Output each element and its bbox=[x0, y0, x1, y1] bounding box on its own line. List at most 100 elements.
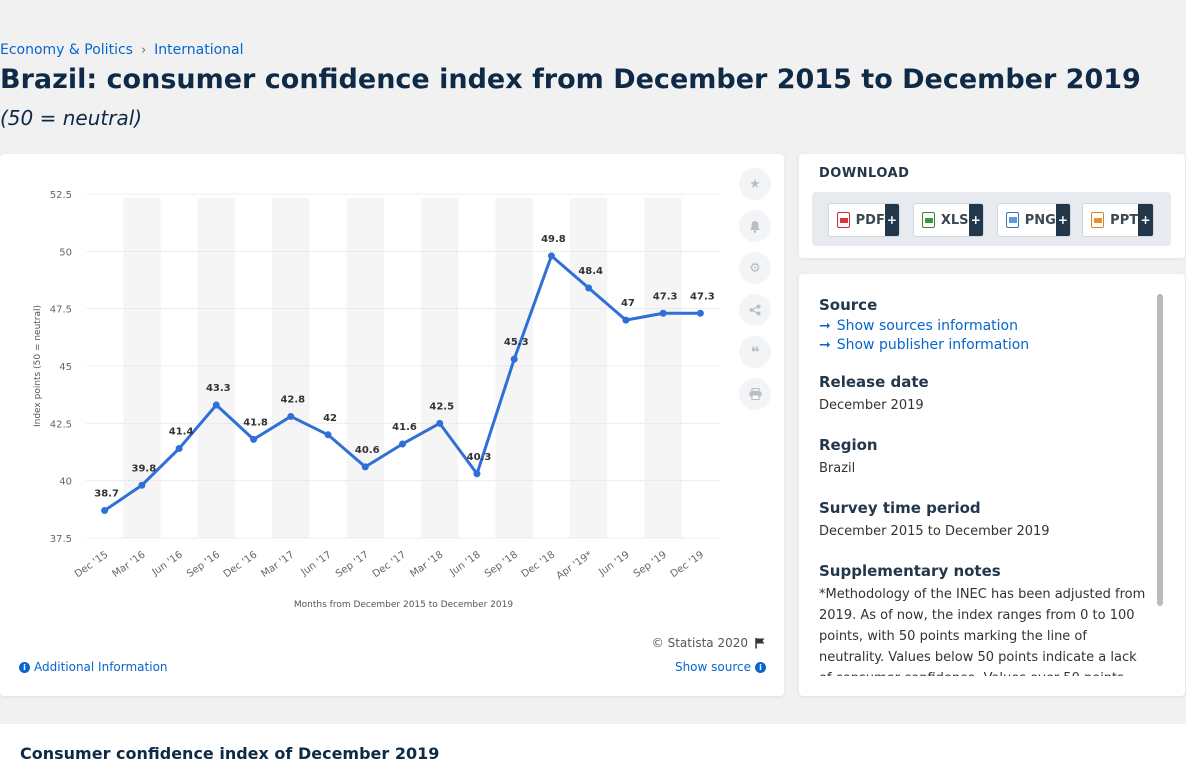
page-title: Brazil: consumer confidence index from D… bbox=[0, 64, 1141, 95]
x-tick-label: Jun '18 bbox=[447, 549, 482, 578]
data-label: 42.5 bbox=[429, 401, 454, 412]
bottom-card: Consumer confidence index of December 20… bbox=[0, 724, 1186, 784]
column-band bbox=[346, 198, 384, 538]
bottom-section-title: Consumer confidence index of December 20… bbox=[20, 744, 440, 763]
settings-gear-icon[interactable]: ⚙ bbox=[739, 252, 771, 284]
column-band bbox=[421, 198, 459, 538]
x-tick-label: Dec '15 bbox=[73, 549, 110, 580]
x-tick-label: Jun '17 bbox=[299, 549, 334, 578]
data-point bbox=[324, 431, 332, 439]
data-point bbox=[547, 252, 555, 260]
chart-tools: ★ ⚙ ❝ bbox=[739, 168, 771, 410]
x-tick-label: Sep '18 bbox=[483, 549, 520, 580]
column-band bbox=[272, 198, 310, 538]
data-label: 42.8 bbox=[280, 394, 305, 405]
data-point bbox=[250, 435, 258, 443]
y-tick-label: 42.5 bbox=[50, 419, 72, 430]
breadcrumb-economy-link[interactable]: Economy & Politics bbox=[0, 42, 133, 58]
show-source-label: Show source bbox=[674, 660, 751, 674]
data-point bbox=[473, 470, 481, 478]
pdf-label: PDF bbox=[855, 212, 885, 228]
x-tick-label: Dec '16 bbox=[222, 549, 259, 580]
info-circle-icon: i bbox=[19, 661, 30, 673]
notification-bell-icon[interactable] bbox=[739, 210, 771, 242]
y-tick-label: 40 bbox=[59, 477, 72, 488]
flag-icon[interactable] bbox=[754, 637, 766, 649]
download-png-button[interactable]: PNG + bbox=[997, 203, 1071, 237]
x-tick-label: Jun '16 bbox=[150, 549, 185, 578]
download-card: DOWNLOAD PDF + XLS + PNG + PPT + bbox=[799, 154, 1185, 258]
additional-information-label: Additional Information bbox=[34, 660, 168, 674]
y-tick-label: 45 bbox=[59, 362, 72, 373]
download-ppt-button[interactable]: PPT + bbox=[1082, 203, 1154, 237]
png-plus[interactable]: + bbox=[1055, 204, 1070, 236]
ppt-plus[interactable]: + bbox=[1138, 204, 1153, 236]
ppt-label: PPT bbox=[1110, 212, 1139, 228]
breadcrumb-international-link[interactable]: International bbox=[154, 42, 244, 58]
x-tick-label: Mar '18 bbox=[408, 549, 445, 580]
data-point bbox=[696, 309, 704, 317]
data-point bbox=[436, 419, 444, 427]
y-tick-label: 47.5 bbox=[50, 305, 72, 316]
x-tick-label: Dec '19 bbox=[669, 549, 706, 580]
copyright-text: © Statista 2020 bbox=[651, 636, 748, 650]
pdf-file-icon bbox=[837, 212, 850, 228]
release-date-value: December 2019 bbox=[819, 398, 924, 413]
y-axis-label: Index points (50 = neutral) bbox=[33, 305, 43, 427]
data-point bbox=[175, 445, 183, 453]
data-label: 41.6 bbox=[392, 422, 417, 433]
x-tick-label: Sep '17 bbox=[334, 549, 371, 580]
metadata-scroll-area: Source ➞ Show sources information ➞ Show… bbox=[819, 296, 1149, 676]
copyright-notice: © Statista 2020 bbox=[652, 636, 766, 650]
info-circle-icon: i bbox=[755, 661, 766, 673]
data-label: 49.8 bbox=[541, 234, 566, 245]
show-publisher-label: Show publisher information bbox=[836, 337, 1030, 353]
data-point bbox=[622, 316, 630, 324]
data-label: 47.3 bbox=[690, 291, 715, 302]
y-tick-label: 50 bbox=[59, 247, 72, 258]
supplementary-notes-heading: Supplementary notes bbox=[819, 562, 1001, 580]
favorite-star-icon[interactable]: ★ bbox=[739, 168, 771, 200]
y-tick-label: 37.5 bbox=[50, 534, 72, 545]
survey-period-heading: Survey time period bbox=[819, 499, 981, 517]
xls-label: XLS bbox=[940, 212, 969, 228]
chart-card: 37.5 40 42.5 45 47.5 50 52.5 Index points (50 =… bbox=[0, 154, 784, 696]
show-publisher-link[interactable]: ➞ Show publisher information bbox=[819, 337, 1149, 353]
ppt-file-icon bbox=[1091, 212, 1105, 228]
print-icon[interactable] bbox=[739, 378, 771, 410]
data-label: 47.3 bbox=[653, 291, 678, 302]
chart-svg: 37.5 40 42.5 45 47.5 50 52.5 Index points (50 =… bbox=[33, 190, 719, 610]
x-tick-label: Sep '19 bbox=[632, 549, 669, 580]
x-tick-label: Apr '19* bbox=[555, 549, 595, 582]
breadcrumb: Economy & Politics › International bbox=[0, 42, 244, 58]
page-subtitle: (50 = neutral) bbox=[0, 106, 143, 130]
data-point bbox=[101, 506, 109, 514]
citation-quote-icon[interactable]: ❝ bbox=[739, 336, 771, 368]
column-band bbox=[570, 198, 608, 538]
data-point bbox=[287, 412, 295, 420]
png-image-icon bbox=[1006, 212, 1019, 228]
data-label: 39.8 bbox=[132, 463, 157, 474]
data-point bbox=[138, 481, 146, 489]
region-heading: Region bbox=[819, 436, 878, 454]
data-label: 41.4 bbox=[169, 427, 194, 438]
data-point bbox=[212, 401, 220, 409]
metadata-card: Source ➞ Show sources information ➞ Show… bbox=[799, 274, 1185, 696]
xls-plus[interactable]: + bbox=[968, 204, 983, 236]
x-tick-label: Jun '19 bbox=[596, 549, 631, 578]
data-point bbox=[361, 463, 369, 471]
y-tick-label: 52.5 bbox=[50, 190, 72, 201]
x-tick-label: Sep '16 bbox=[185, 549, 222, 580]
x-tick-label: Mar '17 bbox=[259, 549, 296, 580]
arrow-right-icon: ➞ bbox=[819, 337, 831, 353]
download-pdf-button[interactable]: PDF + bbox=[828, 203, 900, 237]
show-source-link[interactable]: Show source i bbox=[675, 660, 766, 674]
pdf-plus[interactable]: + bbox=[884, 204, 899, 236]
show-sources-link[interactable]: ➞ Show sources information bbox=[819, 318, 1149, 334]
region-value: Brazil bbox=[819, 461, 856, 476]
metadata-scrollbar[interactable] bbox=[1157, 294, 1163, 606]
additional-information-link[interactable]: i Additional Information bbox=[19, 660, 168, 674]
data-label: 45.3 bbox=[504, 337, 529, 348]
download-xls-button[interactable]: XLS + bbox=[913, 203, 984, 237]
share-icon[interactable] bbox=[739, 294, 771, 326]
